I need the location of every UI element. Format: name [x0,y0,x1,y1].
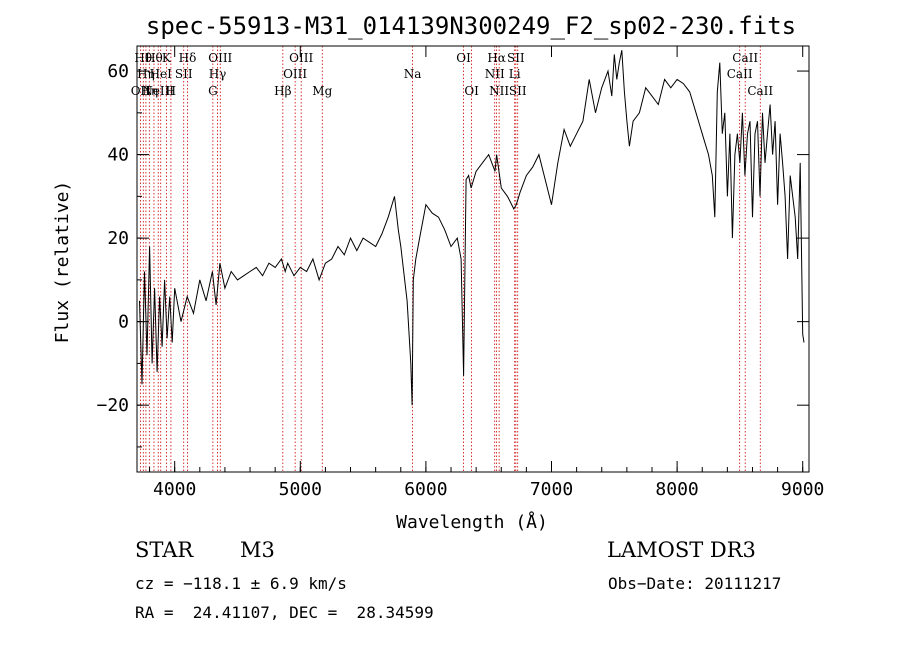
x-tick-label: 5000 [279,479,322,500]
line-label: HeI [150,67,173,81]
x-tick-label: 4000 [153,479,196,500]
line-label: CaII [732,51,758,65]
line-label: OI [456,51,471,65]
x-tick-label: 8000 [655,479,698,500]
redshift-velocity: cz = −118.1 ± 6.9 km/s [135,574,347,593]
x-tick-label: 6000 [404,479,447,500]
line-label: NeIII [142,84,174,98]
line-label: SII [175,67,193,81]
line-label: NII [485,67,505,81]
y-tick-label: 60 [107,61,129,82]
line-label: OI [464,84,479,98]
line-label: Hδ [179,51,197,65]
line-label: Mg [312,84,332,98]
line-label: SII [509,84,527,98]
object-subclass: M3 [240,538,275,562]
line-label: G [208,84,218,98]
coordinates: RA = 24.41107, DEC = 28.34599 [135,603,434,622]
line-label: H [166,84,176,98]
line-label: CaII [727,67,753,81]
y-tick-label: 40 [107,145,129,166]
y-tick-label: 20 [107,228,129,249]
line-label: NII [489,84,509,98]
x-axis-label: Wavelength (Å) [396,511,548,533]
line-label: SII [507,51,525,65]
line-label: OIII [289,51,313,65]
line-label: OII [131,84,151,98]
line-label: Li [509,67,521,81]
line-label: Hα [487,51,506,65]
observation-date: Obs−Date: 20111217 [608,574,782,593]
survey-name: LAMOST DR3 [607,538,756,562]
line-label: Hθ [134,51,152,65]
object-class: STAR [135,538,194,562]
line-label: Hβ [274,84,291,98]
x-tick-label: 7000 [530,479,573,500]
plot-frame [136,45,810,473]
line-label: Na [404,67,422,81]
line-markers [139,46,761,472]
line-label: Hη [137,67,155,81]
line-label: Hη [140,84,158,98]
spectrum-line [139,50,805,406]
y-tick-label: 0 [118,312,129,333]
line-label: OIII [283,67,307,81]
y-axis: −20 0 20 40 60 [96,61,809,448]
x-tick-label: 9000 [781,479,824,500]
line-label: OIII [208,51,232,65]
y-tick-label: −20 [96,395,129,416]
x-axis: 4000 5000 6000 7000 8000 9000 [149,46,824,500]
chart-title: spec-55913-M31_014139N300249_F2_sp02-230… [146,12,796,40]
y-axis-label: Flux (relative) [52,181,73,344]
line-labels: OII Hθ Hη Hη Hθ NeIII HeI K H SII Hδ G Hγ OIII Hβ OIII O… [131,51,774,98]
line-label: K [162,51,172,65]
line-label: Hγ [209,67,227,81]
line-label: CaII [747,84,773,98]
line-label: Hθ [145,51,163,65]
